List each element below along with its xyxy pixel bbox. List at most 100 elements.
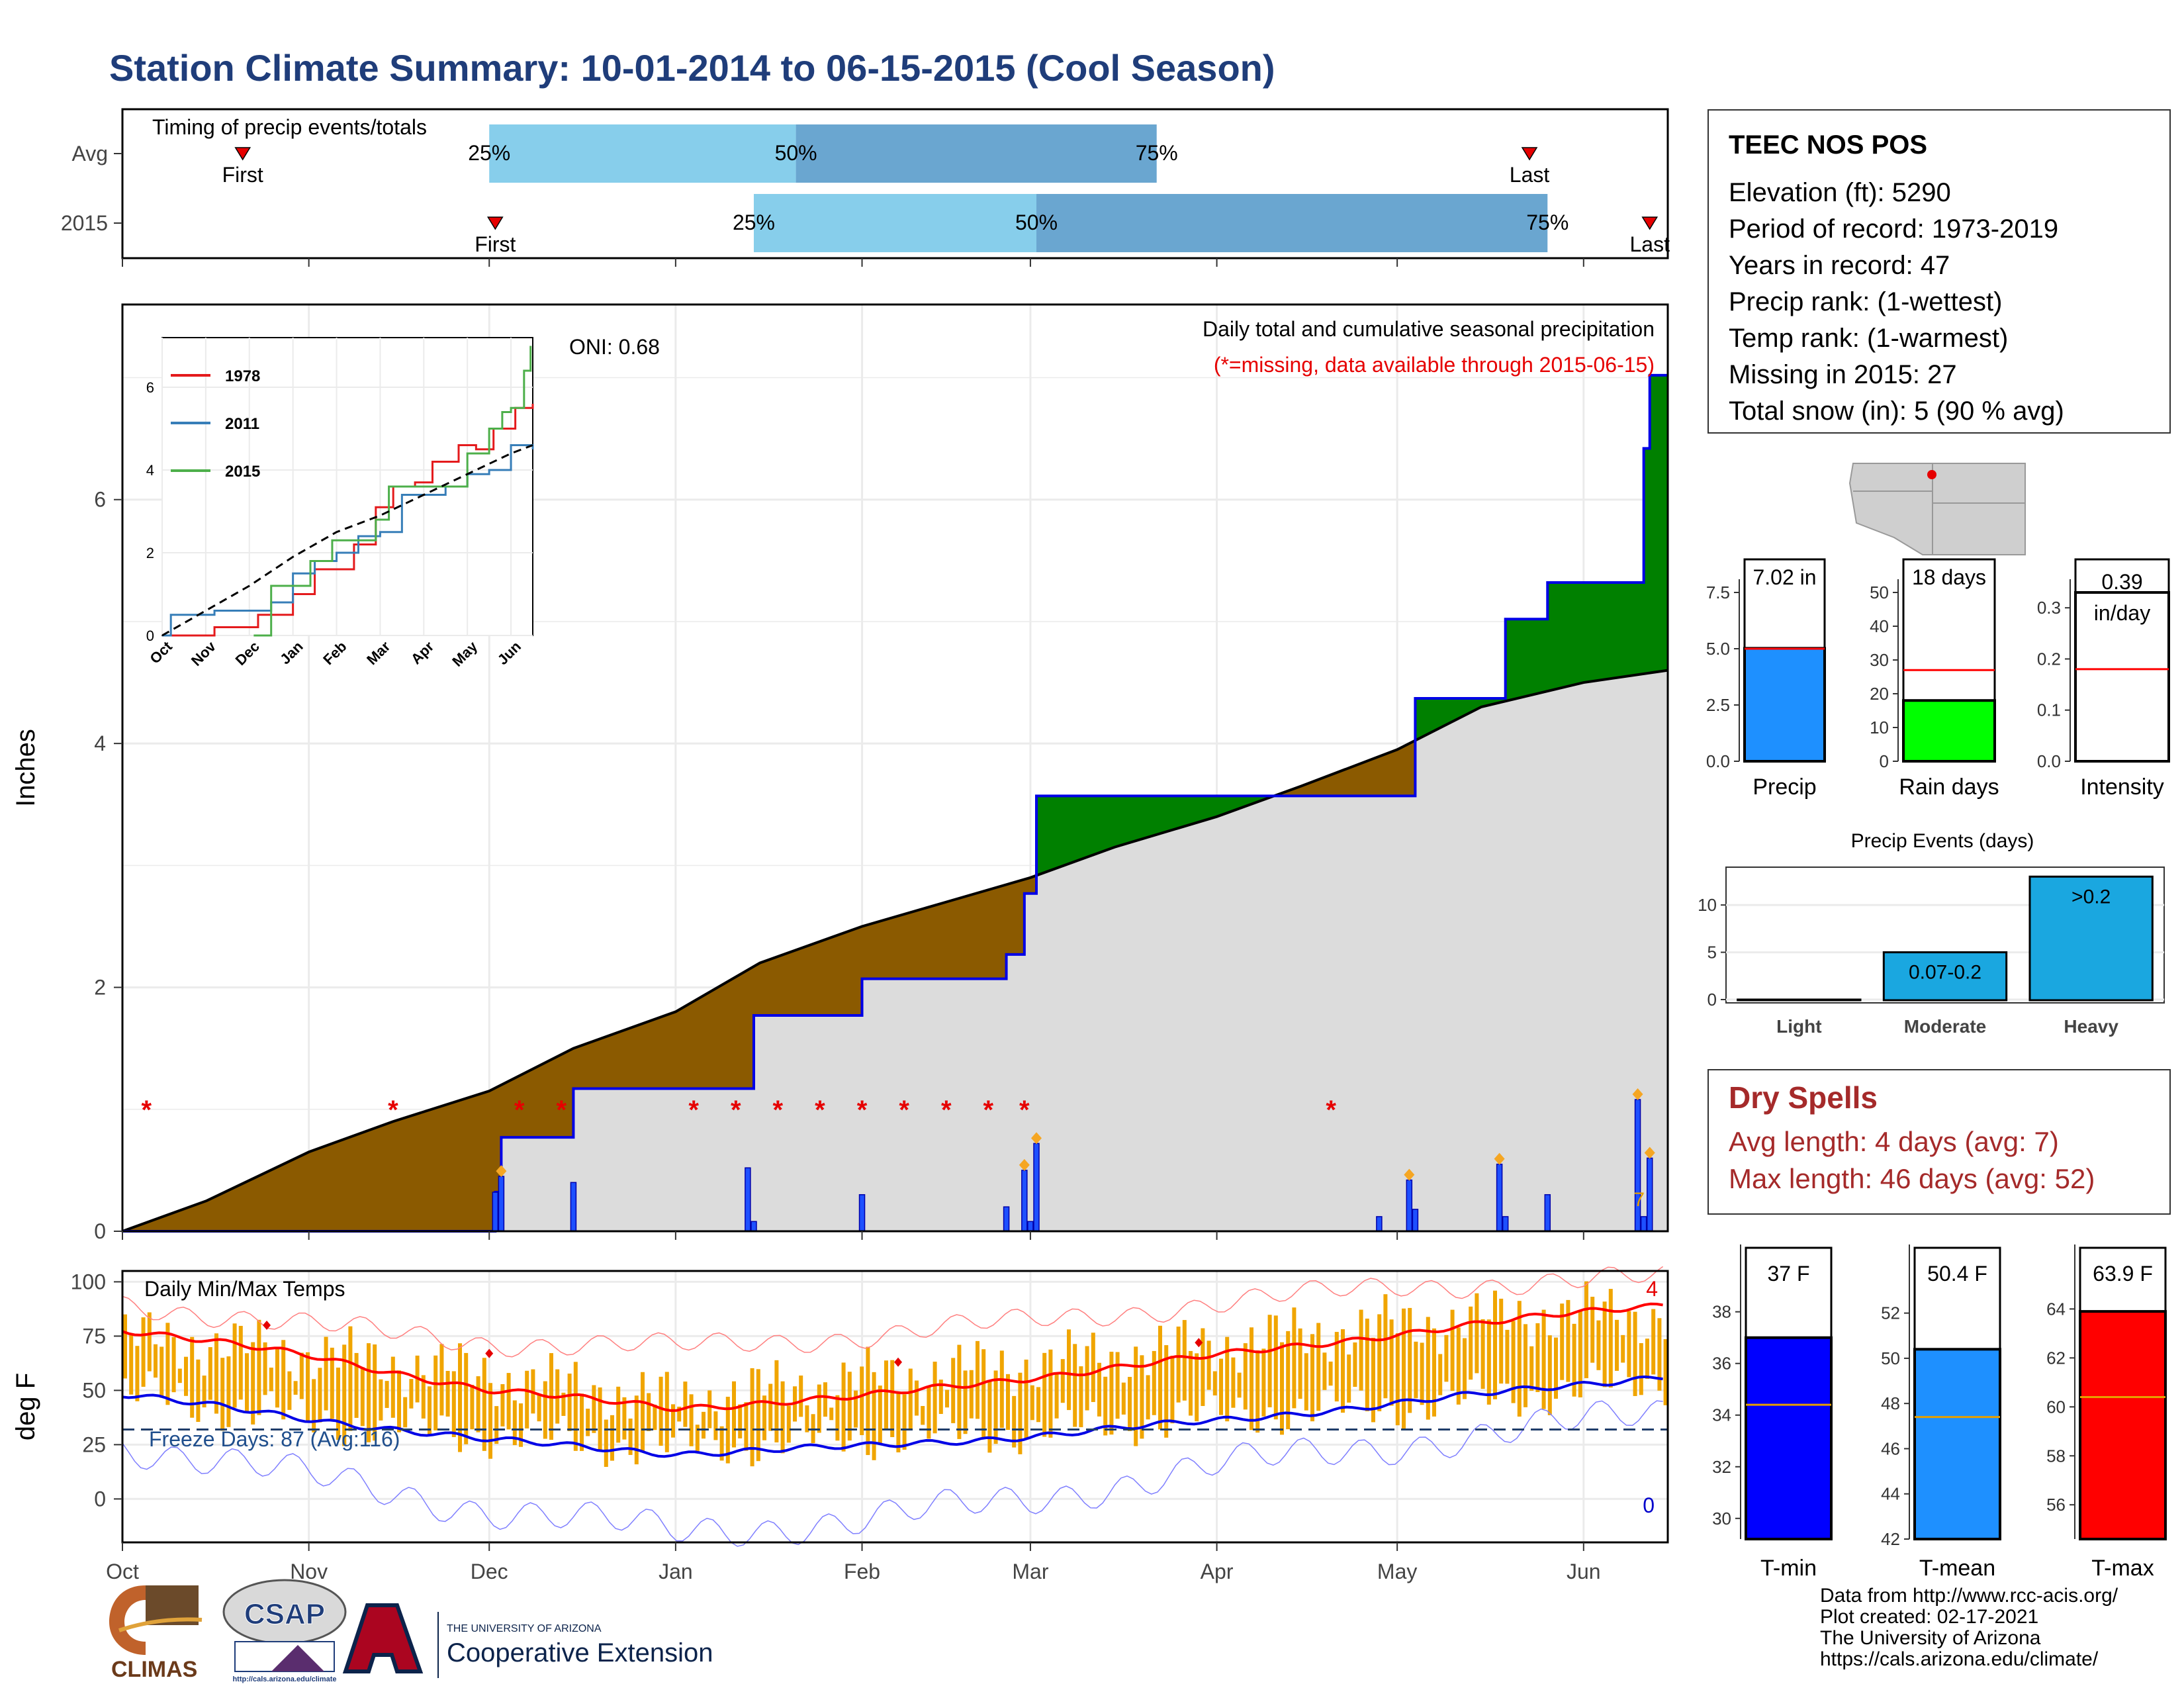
- temp-y-tick-label: 50: [82, 1378, 106, 1402]
- daily-temp-bar: [1475, 1293, 1479, 1374]
- daily-temp-bar: [854, 1390, 858, 1428]
- timing-row-label: Avg: [71, 142, 108, 165]
- daily-precip-bar: [570, 1182, 577, 1232]
- daily-temp-bar: [196, 1359, 201, 1422]
- daily-temp-bar: [829, 1407, 834, 1421]
- daily-temp-bar: [1463, 1338, 1467, 1399]
- daily-temp-bar: [671, 1404, 675, 1438]
- timing-label-75: 75%: [1526, 211, 1569, 234]
- daily-temp-bar: [1456, 1327, 1461, 1405]
- mini-bar-value: 7.02 in: [1752, 565, 1816, 589]
- timing-panel: Timing of precip events/totals Avg 25% 50%…: [61, 108, 1670, 267]
- temp-y-tick-label: 100: [71, 1270, 106, 1293]
- daily-temp-bar: [1067, 1329, 1071, 1411]
- daily-temp-bar: [1273, 1315, 1278, 1420]
- daily-temp-bar: [1608, 1289, 1613, 1388]
- daily-temp-bar: [1030, 1385, 1034, 1421]
- daily-temp-bar: [202, 1376, 206, 1408]
- timing-label-25: 25%: [468, 141, 510, 165]
- daily-temp-bar: [799, 1375, 803, 1417]
- inset-x-label: Dec: [232, 638, 263, 669]
- daily-temp-bar: [428, 1386, 432, 1435]
- csap-url: http://cals.arizona.edu/climate: [232, 1675, 336, 1683]
- climas-logo-text: CLIMAS: [111, 1657, 197, 1682]
- daily-temp-bar: [135, 1346, 140, 1401]
- mini-bar-tick-label: 0.0: [2037, 751, 2061, 771]
- daily-temp-bar: [1042, 1352, 1047, 1437]
- station-elevation: Elevation (ft): 5290: [1729, 178, 1951, 207]
- events-bar-label: >0.2: [2071, 886, 2111, 908]
- daily-temp-bar: [208, 1347, 212, 1400]
- daily-temp-bar: [702, 1411, 705, 1439]
- daily-temp-bar: [1085, 1346, 1089, 1411]
- precip-ylabel: Inches: [11, 729, 40, 807]
- temp-y-tick-label: 75: [82, 1324, 106, 1348]
- timing-bar-q3: [1036, 194, 1548, 252]
- inset-y-label: 2: [146, 545, 154, 561]
- record-high-marker: [894, 1357, 903, 1367]
- daily-temp-bar: [1134, 1346, 1138, 1446]
- temp-bar-tick-label: 38: [1712, 1302, 1731, 1322]
- missing-marker: *: [983, 1096, 994, 1125]
- daily-temp-bar: [969, 1370, 974, 1419]
- events-tick-label: 0: [1707, 990, 1717, 1009]
- daily-temp-bar: [543, 1381, 547, 1439]
- credit-data-source: Data from http://www.rcc-acis.org/: [1820, 1585, 2118, 1607]
- missing-marker: *: [815, 1096, 825, 1125]
- daily-temp-bar: [1280, 1342, 1284, 1435]
- dry-spells-title: Dry Spells: [1729, 1080, 1878, 1115]
- daily-temp-bar: [628, 1418, 633, 1455]
- avg-min-line: [122, 1375, 1663, 1458]
- daily-temp-bar: [598, 1387, 602, 1451]
- daily-temp-bar: [1206, 1340, 1211, 1390]
- daily-temp-bar: [281, 1340, 286, 1420]
- daily-temp-bar: [744, 1402, 749, 1451]
- daily-precip-bar: [1640, 1216, 1647, 1232]
- daily-temp-bar: [336, 1367, 340, 1440]
- daily-temp-bar: [1310, 1334, 1314, 1422]
- daily-temp-bar: [951, 1358, 956, 1423]
- daily-temp-bar: [933, 1362, 937, 1434]
- daily-temp-bar: [525, 1370, 529, 1429]
- daily-temp-bar: [1596, 1320, 1601, 1370]
- daily-temp-bar: [1048, 1349, 1053, 1438]
- daily-temp-bar: [622, 1397, 627, 1440]
- mini-bar-rain-days: [1902, 699, 1996, 763]
- station-years: Years in record: 47: [1729, 251, 1950, 280]
- daily-temp-bar: [945, 1389, 949, 1408]
- daily-temp-bar: [683, 1382, 688, 1427]
- daily-temp-bar: [756, 1369, 760, 1462]
- daily-precip-bar: [1412, 1209, 1419, 1232]
- timing-label-50: 50%: [775, 141, 817, 165]
- daily-temp-bar: [1645, 1338, 1649, 1380]
- daily-temp-bar: [999, 1350, 1004, 1429]
- record-high-marker: [485, 1348, 494, 1358]
- mini-bar-value: 18 days: [1912, 565, 1986, 589]
- daily-temp-bar: [1420, 1342, 1424, 1405]
- mini-bar-label: Rain days: [1899, 774, 1999, 800]
- x-axis-label: Jun: [1567, 1560, 1601, 1583]
- daily-temp-bar: [1663, 1339, 1668, 1405]
- inset-y-label: 4: [146, 462, 154, 479]
- daily-temp-bar: [592, 1385, 596, 1433]
- station-info-box: TEEC NOS POS Elevation (ft): 5290 Period…: [1707, 109, 2171, 434]
- daily-temp-bar: [312, 1379, 316, 1432]
- daily-temp-bar: [567, 1374, 572, 1431]
- x-axis-label: Oct: [106, 1560, 139, 1583]
- daily-temp-bar: [1541, 1309, 1546, 1409]
- daily-temp-bar: [890, 1360, 895, 1438]
- daily-temp-bar: [147, 1312, 152, 1372]
- daily-temp-bar: [1195, 1353, 1199, 1422]
- x-axis-label: Nov: [290, 1560, 328, 1583]
- snow-marker: [1019, 1158, 1030, 1171]
- daily-temp-bar: [1395, 1333, 1400, 1426]
- daily-temp-bar: [1602, 1301, 1607, 1387]
- temp-bar-tick-label: 36: [1712, 1354, 1731, 1374]
- daily-temp-bar: [1121, 1382, 1126, 1415]
- temp-bar-label: T-min: [1760, 1556, 1817, 1581]
- daily-temp-bar: [348, 1326, 353, 1431]
- daily-temp-bar: [915, 1380, 919, 1416]
- daily-temp-bar: [190, 1336, 195, 1418]
- daily-temp-bar: [1212, 1371, 1217, 1396]
- daily-temp-bar: [725, 1397, 730, 1464]
